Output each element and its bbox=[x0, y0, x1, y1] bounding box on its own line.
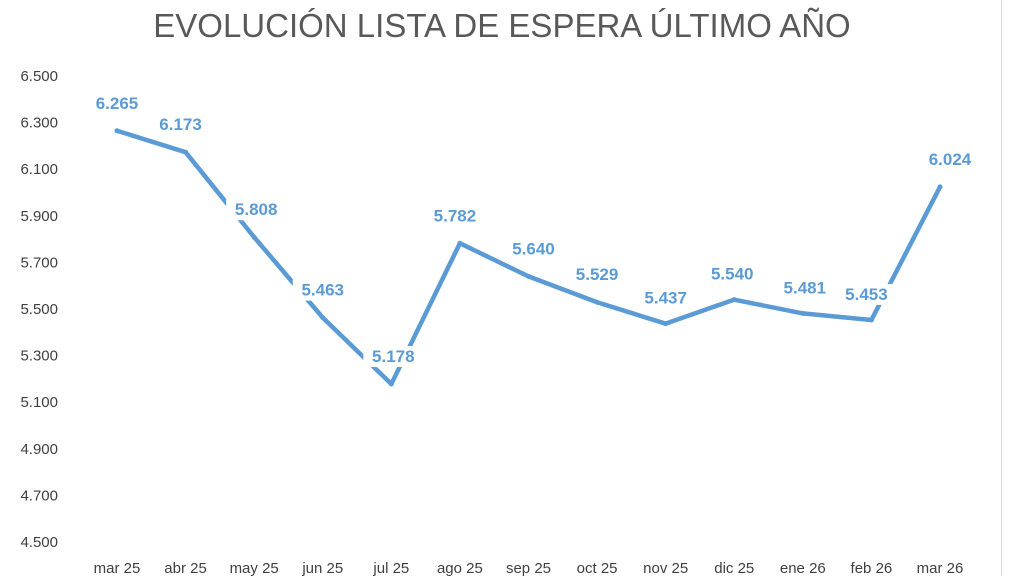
data-point bbox=[731, 297, 737, 303]
data-label-bg bbox=[702, 263, 763, 285]
data-label: 5.808 bbox=[235, 200, 278, 219]
data-label-bg bbox=[292, 279, 353, 301]
data-point bbox=[868, 317, 874, 323]
data-point bbox=[320, 315, 326, 321]
y-axis: 4.500 4.700 4.900 5.100 5.300 5.500 5.700 5.900… bbox=[20, 68, 58, 551]
x-tick-label: sep 25 bbox=[506, 560, 551, 576]
data-label-bg bbox=[836, 283, 897, 305]
data-label: 5.529 bbox=[576, 265, 619, 284]
x-tick-label: jun 25 bbox=[301, 560, 343, 576]
data-label-bg bbox=[920, 148, 980, 170]
data-labels: 6.265 6.173 5.808 5.463 5.178 5.782 5.640 5.529… bbox=[87, 92, 980, 368]
data-label: 5.540 bbox=[711, 265, 754, 284]
x-tick-label: may 25 bbox=[230, 560, 279, 576]
chart-border bbox=[1001, 0, 1002, 576]
data-label-bg bbox=[150, 114, 211, 136]
data-point bbox=[183, 149, 189, 155]
x-tick-label: ago 25 bbox=[437, 560, 483, 576]
y-tick-label: 5.100 bbox=[20, 394, 58, 411]
chart-title: EVOLUCIÓN LISTA DE ESPERA ÚLTIMO AÑO bbox=[153, 7, 850, 44]
data-label: 5.178 bbox=[372, 347, 415, 366]
data-point bbox=[457, 240, 463, 246]
y-tick-label: 6.100 bbox=[20, 161, 58, 178]
data-label: 6.024 bbox=[929, 150, 972, 169]
y-tick-label: 5.300 bbox=[20, 348, 58, 365]
data-label-bg bbox=[567, 264, 628, 286]
data-point bbox=[937, 184, 943, 190]
data-label-bg bbox=[363, 346, 424, 368]
y-tick-label: 5.700 bbox=[20, 254, 58, 271]
data-label-bg bbox=[226, 199, 287, 221]
x-tick-label: jul 25 bbox=[372, 560, 409, 576]
x-tick-label: ene 26 bbox=[780, 560, 826, 576]
x-tick-label: oct 25 bbox=[577, 560, 618, 576]
x-tick-label: dic 25 bbox=[714, 560, 754, 576]
x-tick-label: nov 25 bbox=[643, 560, 688, 576]
data-label: 5.481 bbox=[784, 278, 827, 297]
data-point bbox=[800, 310, 806, 316]
data-label: 6.173 bbox=[159, 115, 202, 134]
data-point bbox=[594, 299, 600, 305]
data-label-bg bbox=[503, 238, 564, 260]
y-tick-label: 5.500 bbox=[20, 301, 58, 318]
data-point bbox=[663, 321, 669, 327]
data-point bbox=[251, 234, 257, 240]
x-tick-label: mar 26 bbox=[917, 560, 964, 576]
data-point bbox=[388, 381, 394, 387]
data-label: 5.437 bbox=[644, 289, 687, 308]
x-tick-label: mar 25 bbox=[94, 560, 141, 576]
data-label: 6.265 bbox=[96, 94, 139, 113]
x-axis: mar 25 abr 25 may 25 jun 25 jul 25 ago 25 sep … bbox=[94, 560, 964, 576]
data-label-bg bbox=[774, 277, 835, 299]
y-tick-label: 5.900 bbox=[20, 208, 58, 225]
data-label: 5.782 bbox=[434, 206, 477, 225]
data-label-bg bbox=[635, 287, 696, 309]
series-group bbox=[114, 128, 943, 387]
data-label-bg bbox=[87, 92, 147, 114]
data-label-bg bbox=[424, 205, 485, 227]
data-label: 5.640 bbox=[512, 239, 555, 258]
data-point bbox=[114, 128, 120, 134]
x-tick-label: feb 26 bbox=[851, 560, 893, 576]
y-tick-label: 4.700 bbox=[20, 487, 58, 504]
y-tick-label: 6.300 bbox=[20, 115, 58, 132]
y-tick-label: 6.500 bbox=[20, 68, 58, 85]
y-tick-label: 4.900 bbox=[20, 441, 58, 458]
data-point bbox=[526, 273, 531, 279]
data-label: 5.463 bbox=[301, 281, 344, 300]
data-label: 5.453 bbox=[845, 285, 888, 304]
x-tick-label: abr 25 bbox=[164, 560, 207, 576]
y-tick-label: 4.500 bbox=[20, 534, 58, 551]
